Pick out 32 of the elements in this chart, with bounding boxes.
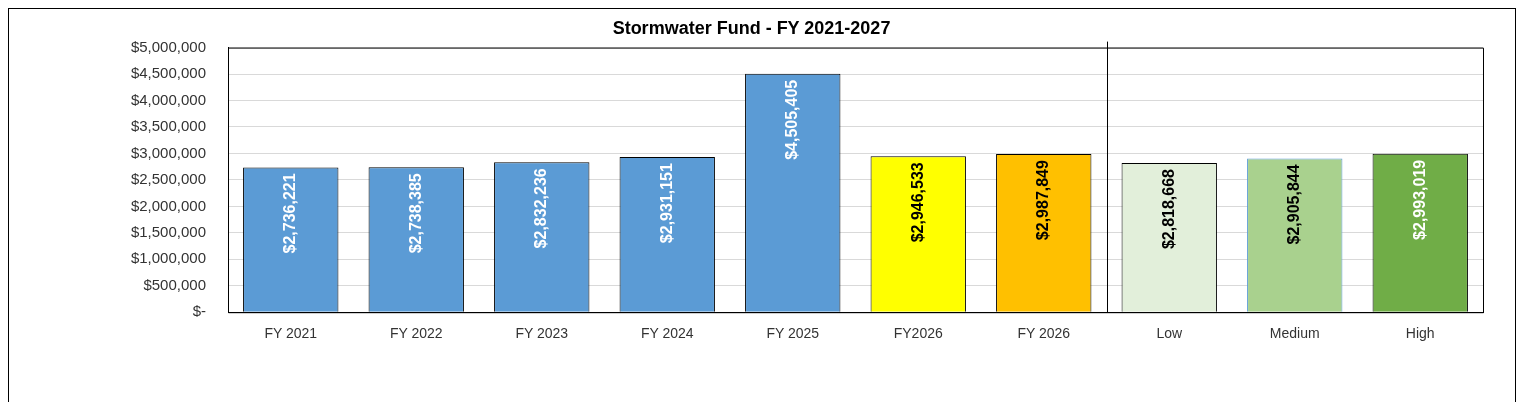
- y-tick-label: $3,000,000: [130, 143, 206, 161]
- data-label: $2,738,385: [406, 173, 424, 254]
- y-tick-label: $4,500,000: [130, 64, 206, 82]
- data-label: $2,946,533: [908, 162, 926, 243]
- x-tick-label: FY 2023: [515, 325, 569, 342]
- data-label: $2,818,668: [1159, 168, 1177, 250]
- x-tick-label: FY 2022: [389, 325, 443, 342]
- chart-title: Stormwater Fund - FY 2021-2027: [612, 17, 891, 38]
- y-tick-label: $1,000,000: [130, 249, 206, 267]
- x-tick-label: FY 2021: [264, 325, 318, 342]
- x-tick-label: High: [1405, 325, 1435, 342]
- x-tick-label: FY2026: [893, 325, 943, 342]
- data-label: $2,832,236: [532, 168, 550, 249]
- y-tick-label: $1,500,000: [130, 222, 206, 240]
- x-tick-label: FY 2025: [766, 325, 820, 342]
- y-tick-label: $500,000: [143, 275, 206, 293]
- data-label: $2,987,849: [1034, 159, 1052, 241]
- y-tick-label: $-: [192, 302, 206, 320]
- data-label: $2,993,019: [1410, 159, 1428, 240]
- x-tick-label: Low: [1156, 325, 1183, 342]
- data-label: $2,931,151: [657, 162, 675, 244]
- y-tick-label: $2,500,000: [130, 170, 206, 188]
- y-tick-label: $5,000,000: [130, 37, 206, 55]
- data-label: $2,736,221: [281, 173, 299, 254]
- x-tick-label: FY 2024: [640, 325, 694, 342]
- x-tick-label: Medium: [1269, 325, 1320, 342]
- y-tick-label: $3,500,000: [130, 117, 206, 135]
- data-label: $2,905,844: [1285, 164, 1303, 245]
- y-tick-label: $4,000,000: [130, 90, 206, 108]
- y-tick-label: $2,000,000: [130, 196, 206, 214]
- data-label: $4,505,405: [783, 79, 801, 160]
- x-tick-label: FY 2026: [1017, 325, 1071, 342]
